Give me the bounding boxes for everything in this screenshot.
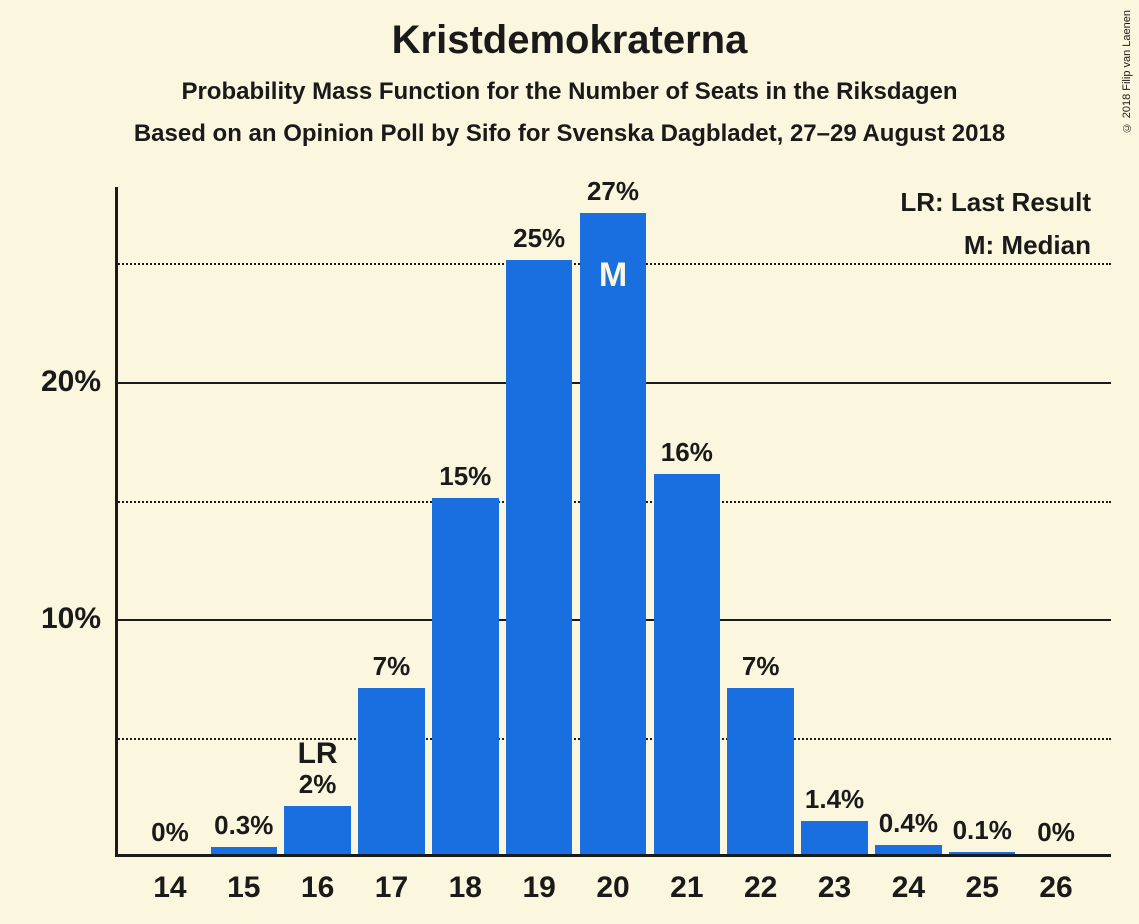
x-tick-label: 18: [449, 857, 482, 905]
x-tick-label: 25: [966, 857, 999, 905]
chart-subtitle-1: Probability Mass Function for the Number…: [0, 78, 1139, 106]
plot-area: 0%0.3%2%7%15%25%27%16%7%1.4%0.4%0.1%0% 1…: [115, 187, 1111, 857]
bar: 25%: [506, 260, 572, 854]
bar-value-label: 1.4%: [805, 784, 864, 821]
legend-item: LR: Last Result: [900, 187, 1091, 218]
x-tick-label: 20: [596, 857, 629, 905]
bar: 16%: [654, 474, 720, 854]
y-tick-label: 10%: [41, 602, 115, 636]
bar-value-label: 7%: [742, 651, 780, 688]
bar-value-label: 0.3%: [214, 810, 273, 847]
x-tick-label: 19: [522, 857, 555, 905]
bar-value-label: 0%: [151, 817, 189, 854]
x-tick-label: 26: [1039, 857, 1072, 905]
x-tick-label: 23: [818, 857, 851, 905]
chart-title: Kristdemokraterna: [0, 18, 1139, 63]
bar: 7%: [727, 688, 793, 854]
bar-value-label: 0%: [1037, 817, 1075, 854]
bar: 0.1%: [949, 852, 1015, 854]
x-tick-label: 24: [892, 857, 925, 905]
bar-value-label: 0.4%: [879, 808, 938, 845]
bar: 27%: [580, 213, 646, 854]
bar: 0.3%: [211, 847, 277, 854]
chart-subtitle-2: Based on an Opinion Poll by Sifo for Sve…: [0, 120, 1139, 148]
y-axis: [115, 187, 118, 857]
bar-value-label: 0.1%: [953, 815, 1012, 852]
x-tick-label: 22: [744, 857, 777, 905]
bar: 7%: [358, 688, 424, 854]
x-tick-label: 16: [301, 857, 334, 905]
x-tick-label: 17: [375, 857, 408, 905]
bar-value-label: 2%: [299, 769, 337, 806]
bar-value-label: 16%: [661, 437, 713, 474]
marker-lr: LR: [298, 737, 338, 771]
x-tick-label: 21: [670, 857, 703, 905]
y-tick-label: 20%: [41, 365, 115, 399]
marker-m: M: [599, 256, 627, 295]
x-tick-label: 15: [227, 857, 260, 905]
bar-value-label: 25%: [513, 223, 565, 260]
bar-value-label: 27%: [587, 176, 639, 213]
copyright-text: © 2018 Filip van Laenen: [1121, 10, 1133, 133]
bar: 2%: [284, 806, 350, 854]
bar: 0.4%: [875, 845, 941, 855]
bar-value-label: 7%: [373, 651, 411, 688]
bar-value-label: 15%: [439, 461, 491, 498]
bar: 15%: [432, 498, 498, 854]
chart-container: Kristdemokraterna Probability Mass Funct…: [0, 0, 1139, 924]
x-tick-label: 14: [153, 857, 186, 905]
legend: LR: Last Result M: Median: [900, 187, 1091, 261]
bar: 1.4%: [801, 821, 867, 854]
legend-item: M: Median: [900, 230, 1091, 261]
